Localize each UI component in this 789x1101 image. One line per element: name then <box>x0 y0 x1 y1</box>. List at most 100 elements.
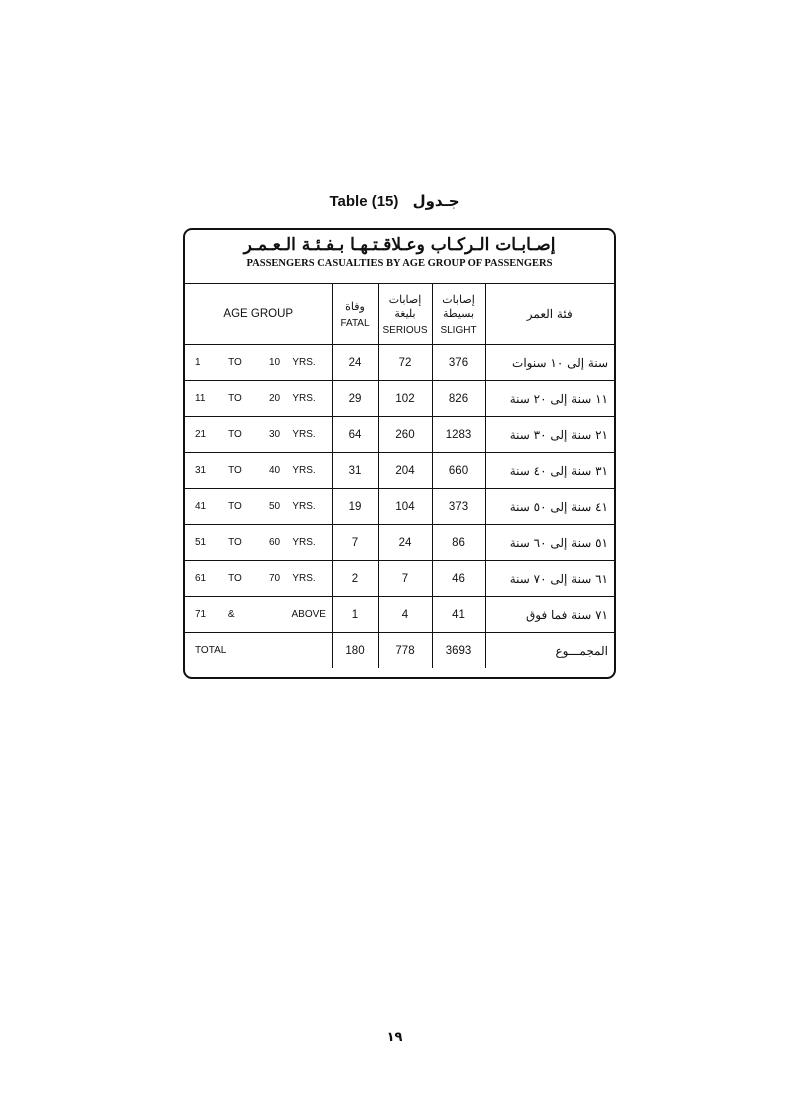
age-to: 70 <box>268 573 281 584</box>
age-to: 40 <box>268 465 281 476</box>
header-serious-en: SERIOUS <box>382 324 428 336</box>
total-label-ar: المجمـــوع <box>484 632 614 668</box>
age-to: 20 <box>268 393 281 404</box>
age-from: 41 <box>195 501 207 512</box>
slight-cell: 1283 <box>431 416 486 453</box>
age-range-cell: 51 TO 60 YRS. <box>185 524 333 561</box>
age-to-word: TO <box>228 501 242 512</box>
table-row: 61 TO 70 YRS. 2 7 46 ٦١ سنة إلى ٧٠ سنة <box>185 560 614 597</box>
header-slight: إصابات بسيطة SLIGHT <box>431 284 486 345</box>
age-from: 11 <box>195 393 206 404</box>
serious-cell: 104 <box>377 488 433 525</box>
age-range-ar-cell: ٣١ سنة إلى ٤٠ سنة <box>484 452 614 489</box>
age-unit: YRS. <box>292 429 316 440</box>
header-slight-en: SLIGHT <box>440 324 477 336</box>
age-unit: YRS. <box>292 357 316 368</box>
header-serious-ar1: إصابات <box>388 292 422 306</box>
age-range-cell: 11 TO 20 YRS. <box>185 380 333 417</box>
header-fatal-en: FATAL <box>340 317 370 329</box>
slight-cell: 86 <box>431 524 486 561</box>
age-range-ar-cell: ١١ سنة إلى ٢٠ سنة <box>484 380 614 417</box>
header-row: AGE GROUP وفاة FATAL إصابات بليغة SERIOU… <box>185 284 614 345</box>
serious-cell: 4 <box>377 596 433 633</box>
age-range-cell: 71 & ABOVE <box>185 596 333 633</box>
age-range-cell: 21 TO 30 YRS. <box>185 416 333 453</box>
page-number: ١٩ <box>386 1030 403 1045</box>
table-caption: إصـابـات الـركـاب وعـلاقـتـهـا بـفـئـة ا… <box>185 230 614 284</box>
age-to-word: TO <box>228 573 242 584</box>
age-from: 71 <box>195 609 207 620</box>
total-slight: 3693 <box>431 632 486 668</box>
slight-cell: 373 <box>431 488 486 525</box>
age-to: 30 <box>268 429 281 440</box>
age-to: 50 <box>268 501 281 512</box>
total-row: TOTAL 180 778 3693 المجمـــوع <box>185 632 614 668</box>
header-serious-ar2: بليغة <box>394 306 416 320</box>
age-unit: ABOVE <box>291 609 326 620</box>
age-to-word: TO <box>228 393 242 404</box>
header-fatal: وفاة FATAL <box>331 284 379 345</box>
serious-cell: 7 <box>377 560 433 597</box>
age-range-cell: 1 TO 10 YRS. <box>185 344 333 381</box>
age-range-ar-cell: ٤١ سنة إلى ٥٠ سنة <box>484 488 614 525</box>
fatal-cell: 24 <box>331 344 379 381</box>
age-unit: YRS. <box>292 465 316 476</box>
slight-cell: 660 <box>431 452 486 489</box>
fatal-cell: 29 <box>331 380 379 417</box>
age-range-ar-cell: ٥١ سنة إلى ٦٠ سنة <box>484 524 614 561</box>
age-range-ar-cell: ٢١ سنة إلى ٣٠ سنة <box>484 416 614 453</box>
age-to-word: TO <box>228 357 242 368</box>
age-range-ar-cell: ٧١ سنة فما فوق <box>484 596 614 633</box>
age-range-cell: 31 TO 40 YRS. <box>185 452 333 489</box>
age-unit: YRS. <box>292 393 316 404</box>
age-from: 31 <box>195 465 207 476</box>
fatal-cell: 7 <box>331 524 379 561</box>
age-from: 21 <box>195 429 207 440</box>
age-unit: YRS. <box>292 573 316 584</box>
fatal-cell: 64 <box>331 416 379 453</box>
age-to-word: TO <box>228 429 242 440</box>
caption-ar: إصـابـات الـركـاب وعـلاقـتـهـا بـفـئـة ا… <box>243 235 556 255</box>
header-slight-ar1: إصابات <box>442 292 475 306</box>
table-row: 21 TO 30 YRS. 64 260 1283 ٢١ سنة إلى ٣٠ … <box>185 416 614 453</box>
slight-cell: 46 <box>431 560 486 597</box>
table-title-en: Table (15) <box>329 193 399 210</box>
age-range-ar-cell: ٦١ سنة إلى ٧٠ سنة <box>484 560 614 597</box>
age-to-word: & <box>227 609 235 620</box>
age-unit: YRS. <box>292 501 316 512</box>
age-to-word: TO <box>228 465 242 476</box>
age-range-cell: 41 TO 50 YRS. <box>185 488 333 525</box>
table-row: 31 TO 40 YRS. 31 204 660 ٣١ سنة إلى ٤٠ س… <box>185 452 614 489</box>
total-label: TOTAL <box>185 632 333 668</box>
age-unit: YRS. <box>292 537 316 548</box>
slight-cell: 41 <box>431 596 486 633</box>
table-title: Table (15) جـدول <box>0 192 789 210</box>
casualties-table: AGE GROUP وفاة FATAL إصابات بليغة SERIOU… <box>185 284 614 668</box>
header-fatal-ar: وفاة <box>345 299 365 313</box>
serious-cell: 72 <box>377 344 433 381</box>
age-from: 51 <box>195 537 207 548</box>
serious-cell: 204 <box>377 452 433 489</box>
slight-cell: 826 <box>431 380 486 417</box>
serious-cell: 24 <box>377 524 433 561</box>
header-age-group: AGE GROUP <box>185 284 333 345</box>
casualties-table-box: إصـابـات الـركـاب وعـلاقـتـهـا بـفـئـة ا… <box>183 228 616 679</box>
header-slight-ar2: بسيطة <box>442 306 475 320</box>
caption-en: PASSENGERS CASUALTIES BY AGE GROUP OF PA… <box>246 258 553 269</box>
table-title-ar: جـدول <box>412 192 460 210</box>
age-range-cell: 61 TO 70 YRS. <box>185 560 333 597</box>
header-age-group-ar: فئة العمر <box>484 284 614 345</box>
serious-cell: 102 <box>377 380 433 417</box>
table-row: 51 TO 60 YRS. 7 24 86 ٥١ سنة إلى ٦٠ سنة <box>185 524 614 561</box>
age-range-ar-cell: سنة إلى ١٠ سنوات <box>484 344 614 381</box>
table-row: 41 TO 50 YRS. 19 104 373 ٤١ سنة إلى ٥٠ س… <box>185 488 614 525</box>
age-from: 61 <box>195 573 207 584</box>
age-from: 1 <box>195 357 201 368</box>
table-row: 11 TO 20 YRS. 29 102 826 ١١ سنة إلى ٢٠ س… <box>185 380 614 417</box>
fatal-cell: 1 <box>331 596 379 633</box>
total-fatal: 180 <box>331 632 379 668</box>
fatal-cell: 31 <box>331 452 379 489</box>
age-to: 10 <box>268 357 281 368</box>
table-row: 71 & ABOVE 1 4 41 ٧١ سنة فما فوق <box>185 596 614 633</box>
slight-cell: 376 <box>431 344 486 381</box>
